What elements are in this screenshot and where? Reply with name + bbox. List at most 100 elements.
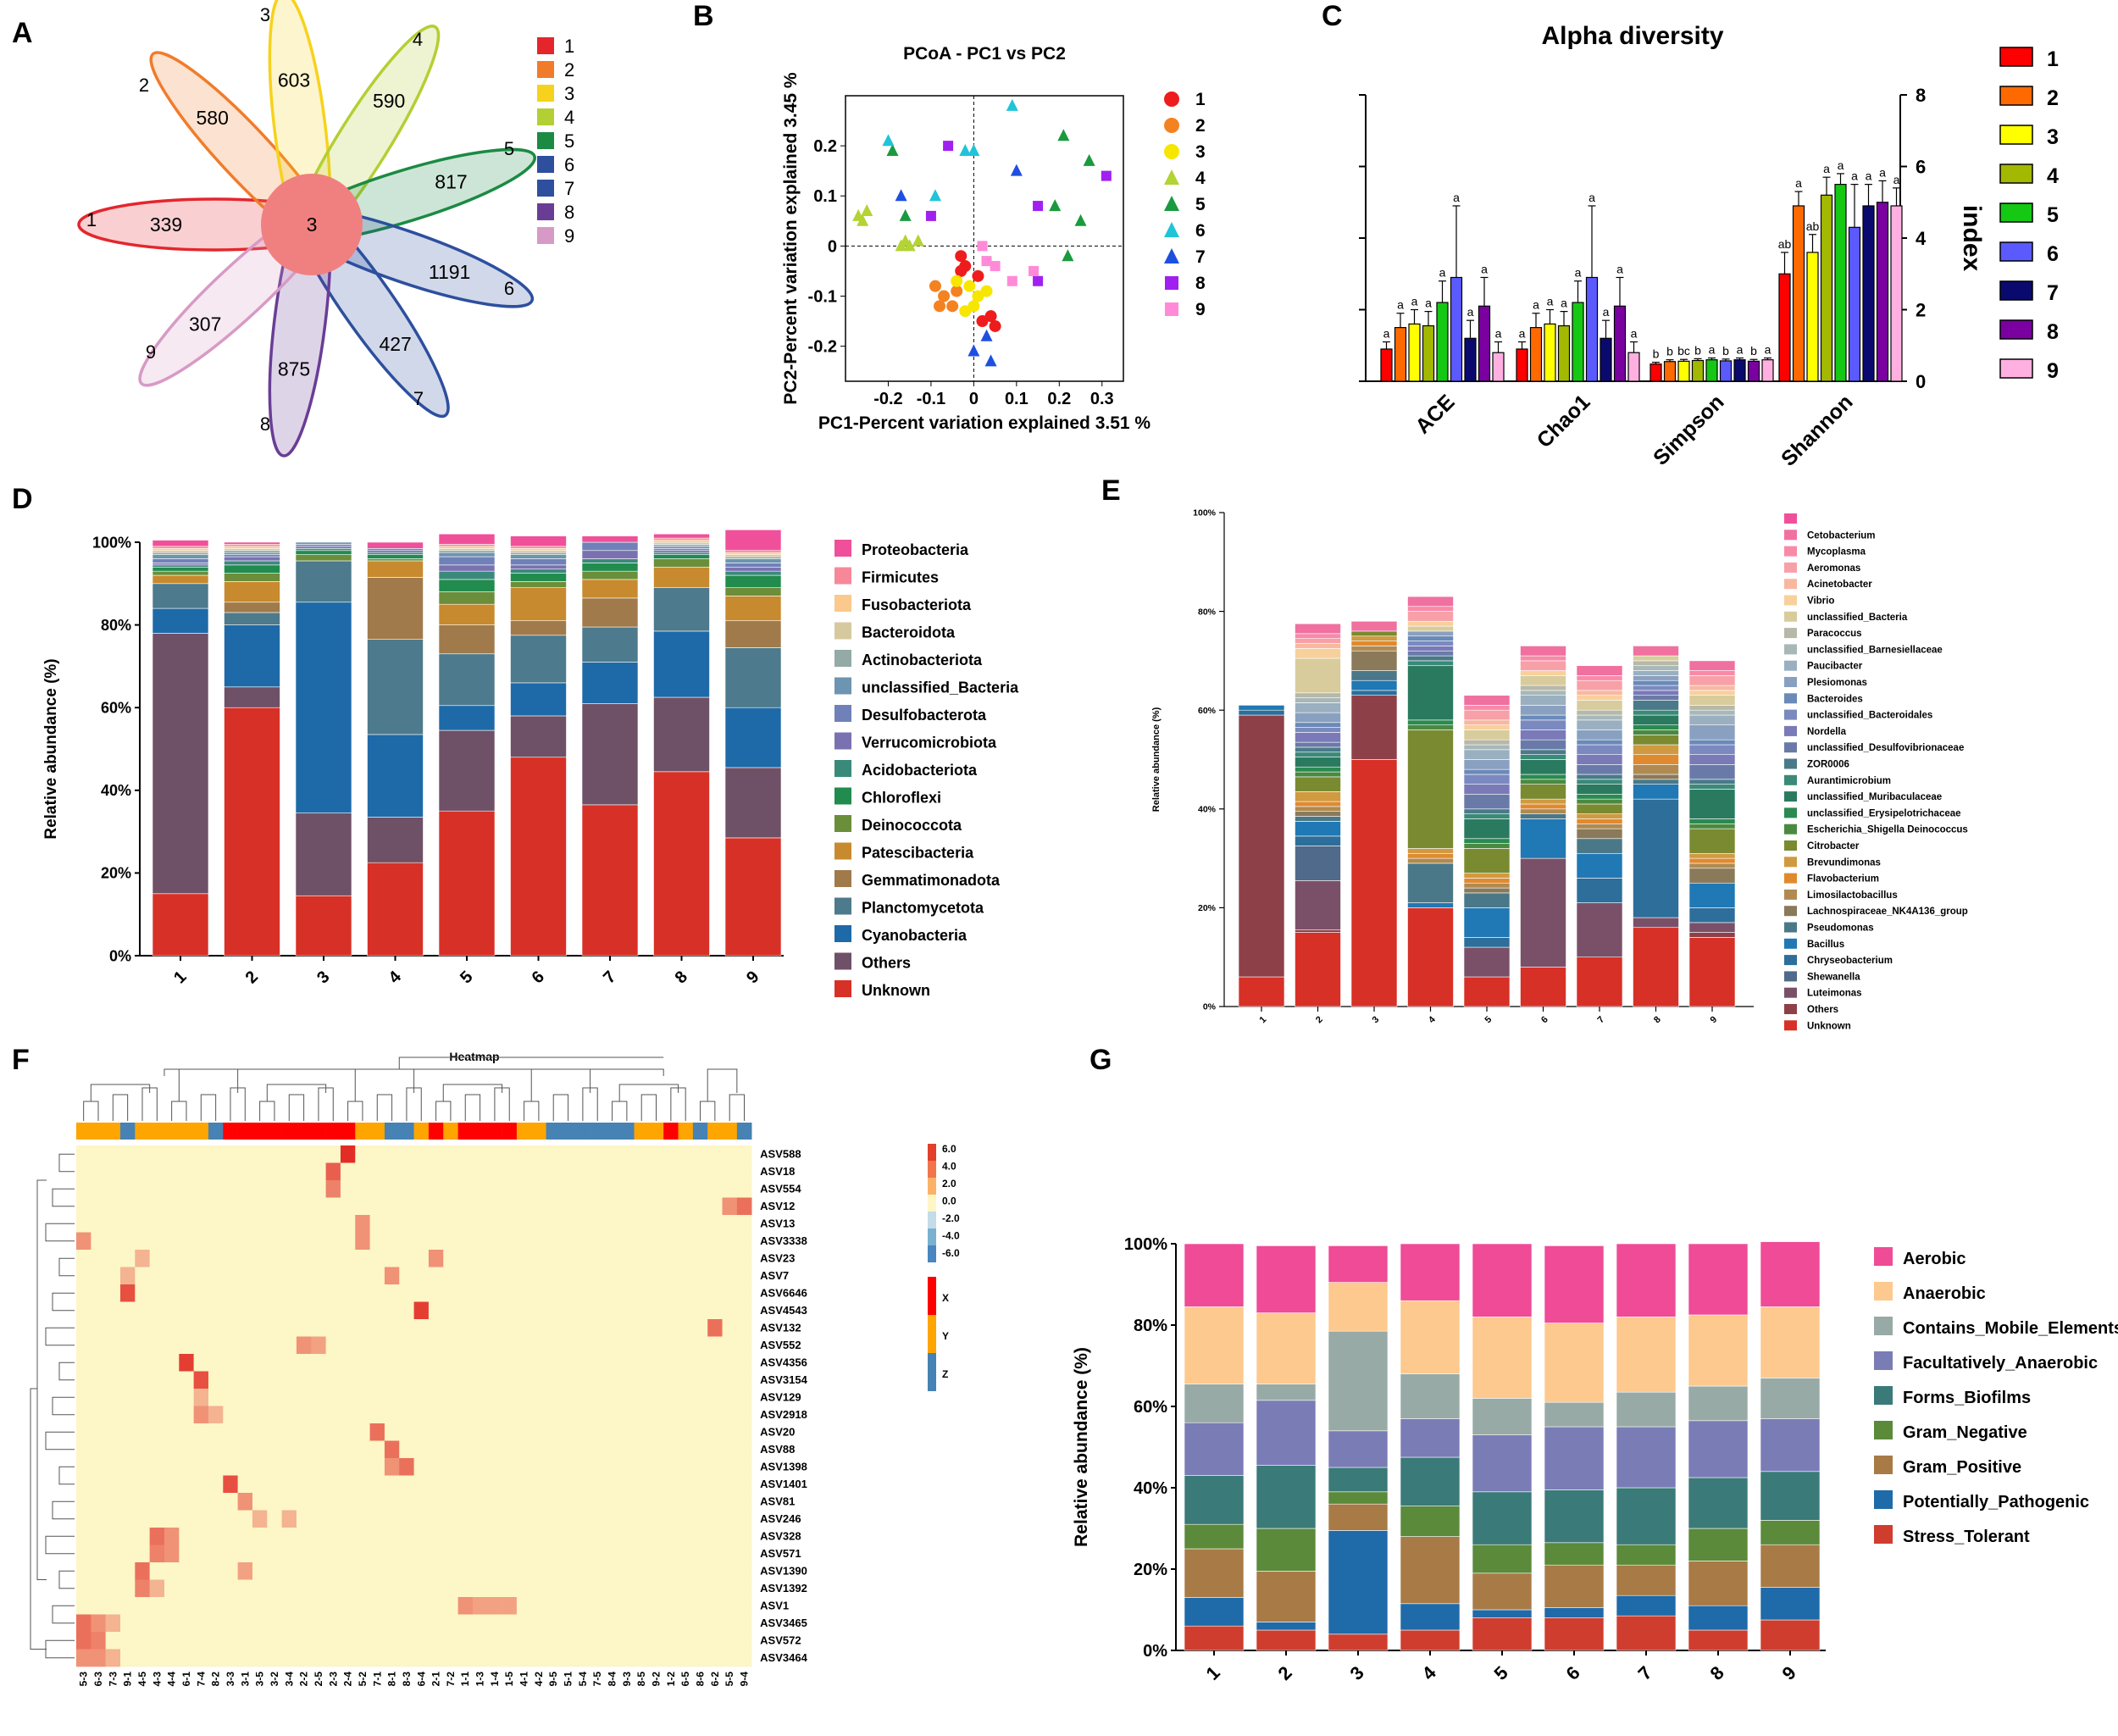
bar-segment-Brevundimonas [1633, 744, 1679, 755]
heatmap-cell [516, 1528, 532, 1545]
dendro-branch [45, 1327, 75, 1346]
heatmap-cell [516, 1232, 532, 1251]
heatmap-cell [472, 1510, 488, 1528]
bar-segment-Aerobic [1760, 1241, 1821, 1307]
heatmap-cell [443, 1371, 458, 1389]
heatmap-cell [119, 1475, 136, 1494]
dendro-branch [90, 1084, 151, 1101]
heatmap-cell [413, 1371, 430, 1389]
heatmap-cell [281, 1649, 297, 1667]
row-label-ASV129: ASV129 [760, 1390, 801, 1403]
heatmap-cell [119, 1215, 136, 1233]
heatmap-cell [531, 1510, 546, 1528]
heatmap-cell [281, 1458, 297, 1476]
bar-segment-Unknown [1238, 976, 1285, 1007]
heatmap-cell [722, 1440, 738, 1459]
legend-label-Actinobacteriota: Actinobacteriota [862, 652, 983, 668]
bar-segment-Stress_Tolerant [1472, 1617, 1533, 1651]
heatmap-cell [707, 1649, 723, 1667]
heatmap-cell [179, 1389, 194, 1406]
heatmap-cell [707, 1406, 723, 1424]
panel-e-genus-stacked-bars: 0%20%40%60%80%100%Relative abundance (%)… [1151, 508, 1968, 1032]
bar-segment-Actinobacteriota [510, 552, 567, 555]
heatmap-cell [311, 1354, 326, 1372]
heatmap-cell [311, 1440, 326, 1459]
category-label-6: 6 [529, 968, 548, 987]
heatmap-cell [149, 1371, 165, 1389]
bar-segment-Aerobic [1472, 1243, 1533, 1317]
panel-label-c-text: C [1322, 0, 1343, 32]
bar-segment-unclassified_Bacteria [152, 554, 209, 559]
heatmap-cell [707, 1440, 723, 1459]
heatmap-cell [736, 1475, 752, 1494]
bar-segment-Cetobacterium [1576, 665, 1623, 676]
heatmap-cell [267, 1632, 282, 1650]
heatmap-cell [105, 1319, 121, 1337]
heatmap-cell [208, 1423, 224, 1441]
bar-segment-Facultatively_Anaerobic [1328, 1430, 1389, 1468]
heatmap-cell [119, 1250, 136, 1267]
heatmap-cell [252, 1614, 268, 1633]
heatmap-cell [340, 1545, 356, 1563]
heatmap-cell [619, 1423, 635, 1441]
heatmap-cell [193, 1510, 209, 1528]
heatmap-cell [692, 1145, 708, 1163]
heatmap-cell [457, 1545, 474, 1563]
heatmap-cell [135, 1215, 150, 1233]
bar-segment-Aerobic [1184, 1243, 1245, 1307]
bar-segment-Plesiomonas [1576, 729, 1623, 740]
heatmap-cell [119, 1371, 136, 1389]
heatmap-cell [502, 1440, 518, 1459]
dendro-branch [354, 1068, 415, 1101]
heatmap-cell [678, 1597, 694, 1615]
heatmap-cell [546, 1440, 562, 1459]
bar-segment-Potentially_Pathogenic [1400, 1603, 1461, 1631]
category-label-7: 7 [600, 968, 619, 987]
legend-swatch-Anaerobic [1874, 1282, 1893, 1301]
heatmap-cell [531, 1215, 546, 1233]
heatmap-cell [237, 1162, 253, 1181]
bar-segment-Cetobacterium [1407, 596, 1454, 607]
y-tick-label: 0% [1143, 1642, 1167, 1661]
bar-segment-Cetobacterium [1295, 623, 1341, 635]
heatmap-cell [531, 1267, 546, 1285]
petal-group-label-8: 8 [260, 413, 270, 435]
bar-segment-Others [510, 715, 567, 758]
heatmap-cell [384, 1632, 400, 1650]
heatmap-cell [722, 1301, 738, 1320]
heatmap-cell [369, 1632, 385, 1650]
legend-swatch-Stress_Tolerant [1874, 1525, 1893, 1544]
heatmap-cell [135, 1319, 150, 1337]
scale-label: 2.0 [942, 1178, 956, 1190]
bar-segment-Escherichia_Shigella Deinococcus [1463, 843, 1511, 849]
heatmap-cell [223, 1301, 238, 1320]
legend-label-Gemmatimonadota: Gemmatimonadota [862, 872, 1001, 889]
heatmap-cell [384, 1389, 400, 1406]
heatmap-cell [252, 1545, 268, 1563]
bar-segment-Lachnospiraceae_NK4A136_group [1463, 887, 1511, 894]
heatmap-cell [634, 1284, 650, 1302]
legend-swatch-Firmicutes [834, 567, 851, 585]
heatmap-cell [443, 1336, 458, 1355]
heatmap-cell [91, 1528, 106, 1545]
heatmap-cell [325, 1197, 341, 1216]
bar-segment-Chloroflexi [724, 574, 782, 588]
heatmap-cell [487, 1510, 502, 1528]
bar-segment-Contains_Mobile_Elements [1616, 1391, 1677, 1428]
significance-letter: a [1838, 158, 1844, 172]
heatmap-cell [648, 1475, 664, 1494]
heatmap-cell [575, 1215, 590, 1233]
heatmap-cell [678, 1649, 694, 1667]
heatmap-cell [590, 1545, 606, 1563]
scale-swatch [928, 1195, 936, 1212]
heatmap-cell [91, 1545, 106, 1563]
legend-swatch-4 [537, 108, 554, 125]
heatmap-cell [281, 1232, 297, 1251]
bar-segment-Gemmatimonadota [367, 577, 424, 640]
row-label-ASV1392: ASV1392 [760, 1582, 807, 1595]
heatmap-cell [223, 1475, 238, 1494]
heatmap-cell [604, 1301, 620, 1320]
heatmap-cell [502, 1215, 518, 1233]
bar-segment-Proteobacteria [510, 535, 567, 547]
heatmap-cell [267, 1267, 282, 1285]
